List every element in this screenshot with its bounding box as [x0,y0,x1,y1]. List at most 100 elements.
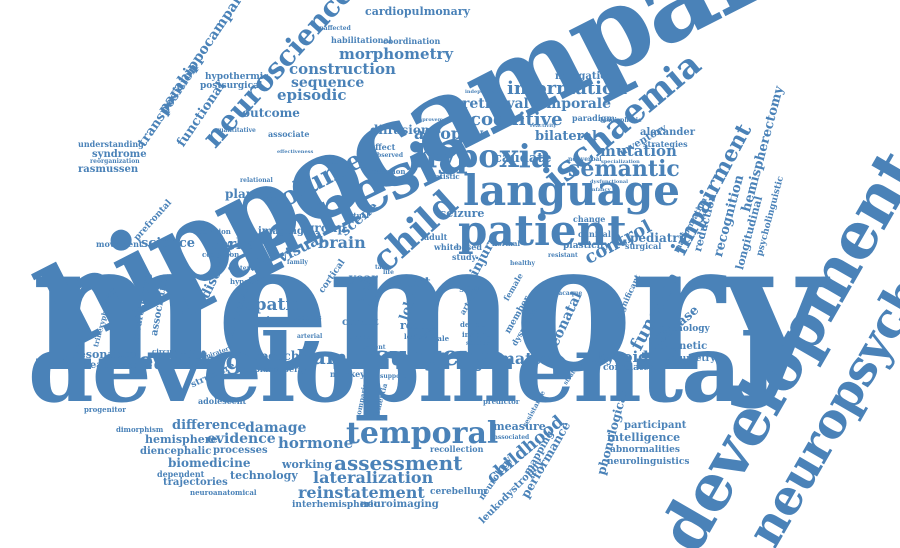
word-seizure: seizure [440,207,485,220]
word-abnormalities: abnormalities [610,445,680,455]
word-cognitive: cognitive [470,109,563,130]
word-mutation: mutation [600,142,677,160]
word-episodic: episodic [277,86,347,104]
word-movement: movement [96,239,143,249]
word-family: family [287,259,308,266]
word-neurolinguistics: neurolinguistics [607,457,690,467]
word-pathology: pathology [660,324,710,334]
word-biomedicine: biomedicine [168,456,251,470]
word-treatment: treatment [80,360,137,371]
word-construction: construction [289,60,396,78]
word-semantic: semantic [568,156,680,182]
word-progenitor: progenitor [84,405,126,414]
word-cardiopulmonary: cardiopulmonary [365,5,470,18]
word-adult: adult [424,232,448,242]
word-rasmussen: rasmussen [78,164,139,175]
word-syndrome: syndrome [92,149,147,160]
word-nonverbal: nonverbal [568,156,602,163]
word-pediatric: pediatric [630,231,691,245]
word-change: change [573,214,606,224]
word-male: male [430,334,450,343]
word-hypoxic: hypoxic [230,277,260,286]
word-coordination: coordination [383,36,441,46]
word-independent: independent [465,89,501,95]
word-neuroimaging: neuroimaging [360,499,439,510]
word-science: science [141,236,196,251]
word-year: year [349,271,378,285]
word-paradigm: paradigm [572,113,615,123]
word-thyroid: thyroid [588,348,649,366]
word-resistant: resistant [548,252,578,259]
word-bodies: bodies [296,313,322,322]
word-deficit: deficit [460,320,485,329]
word-memory: memory [30,202,826,411]
word-infancy: infancy [590,187,611,193]
word-correlated: correlated [603,363,656,373]
word-technology: technology [230,469,298,482]
word-intelligence: intelligence [607,431,681,444]
word-retrieval: retrieval [462,96,529,112]
word-processes: processes [213,445,268,456]
word-resonance: resonance [73,348,137,361]
word-support: support [380,373,407,380]
word-neuroanatomical: neuroanatomical [190,488,257,497]
word-measure: measure [493,420,546,433]
word-cohort: cohort [342,317,379,328]
word-primate: primate [254,316,299,327]
word-lateralization: lateralization [313,468,434,487]
word-habilitational: habilitational [331,35,392,45]
word-lesion: lesion [404,332,428,341]
word-sentence: sentence [313,160,338,166]
word-cognition: cognition [202,250,240,259]
word-neoplasm: neoplasm [238,364,282,374]
word-predictor: predictor [483,397,520,406]
word-improvement: improvement [415,117,453,123]
word-associate: associate [268,129,310,139]
word-plasticity: plasticity [563,241,610,251]
word-macaque: macaque [552,290,583,297]
word-result: result [400,319,437,332]
word-strategies: strategies [643,139,688,149]
word-assessment: assessment [334,451,463,475]
word-study: study [452,252,477,262]
word-hypothermic: hypothermic [205,72,269,82]
word-interhemispheric: interhemispheric [292,500,380,510]
word-evidence: evidence [207,431,276,447]
word-spatial: spatial [245,295,310,315]
word-circulatory: circulatory [152,347,195,356]
word-imaging: imaging [258,226,304,237]
word-postsurgical: postsurgical [200,81,263,91]
word-cerebellum: cerebellum [430,487,487,497]
word-life: life [383,269,394,276]
word-planum: planum [225,187,276,201]
word-matter: matter [498,349,559,368]
word-adolescent: adolescent [198,396,247,406]
word-caudate: caudate [494,151,552,166]
word-statistic: statistic [428,172,460,181]
word-difference: difference [172,418,246,433]
word-effect: effect [370,142,396,152]
word-normal: normal [492,239,521,248]
word-dependent: dependent [157,469,205,479]
word-test: test [401,275,431,291]
word-outcome: outcome [242,106,300,120]
word-unaffected: unaffected [315,25,351,32]
word-associated: associated [494,434,530,441]
word-white: white [434,242,459,252]
word-hemisphere: hemisphere [145,433,218,446]
word-navigation: navigation [555,71,615,82]
word-hypoxia: hypoxia [414,137,552,175]
word-task: task [375,264,390,271]
word-information: information [507,78,628,99]
word-context: context [228,265,253,272]
word-dysfunctional: dysfunctional [590,179,629,185]
word-understanding: understanding [78,139,144,149]
word-brain: brain [318,233,366,252]
word-trajectories: trajectories [163,477,228,488]
word-alexander: alexander [640,127,695,138]
word-reorganization: reorganization [90,158,140,165]
word-monkey: monkey [330,369,365,379]
word-observed: observed [373,152,404,159]
word-damage: damage [245,420,307,436]
